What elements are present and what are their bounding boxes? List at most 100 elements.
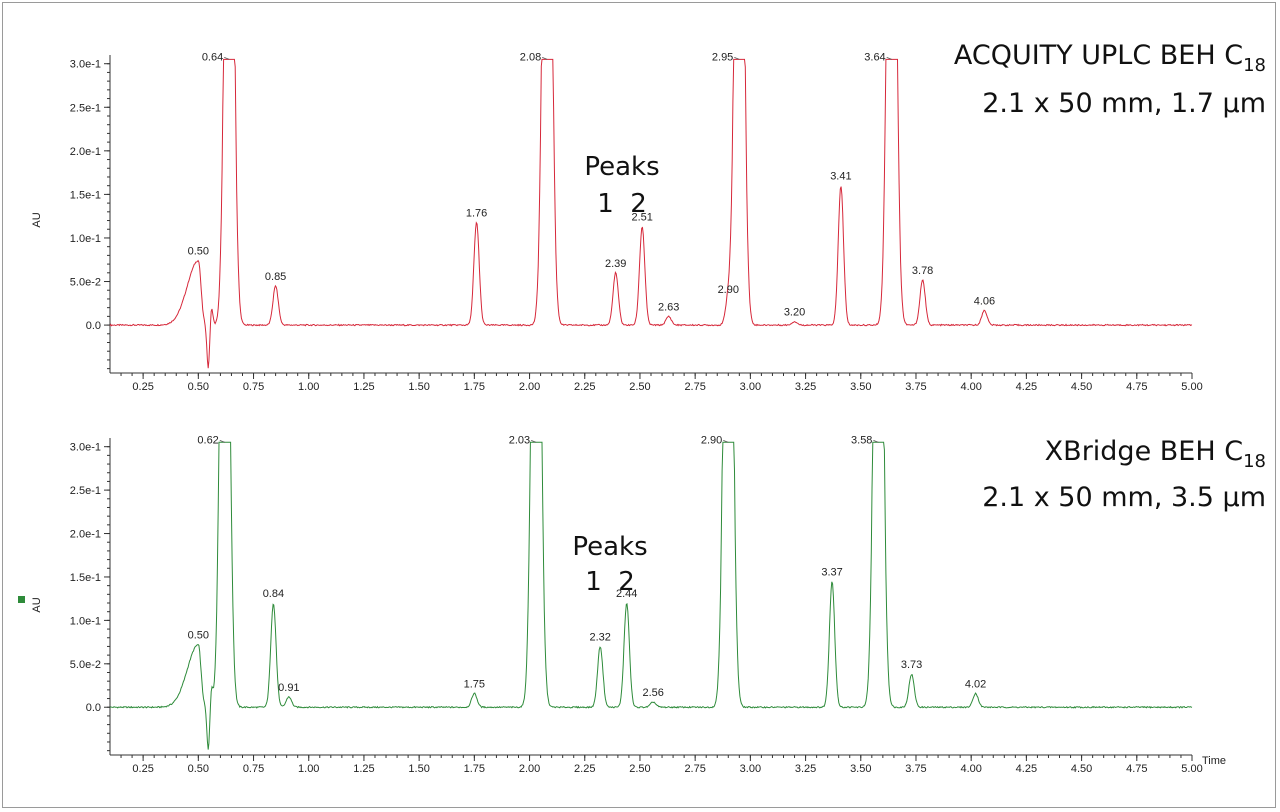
x-tick-label: 4.00 [960, 763, 981, 775]
x-tick-label: 1.00 [298, 763, 319, 775]
x-tick-label: 0.75 [243, 381, 264, 393]
peak-label: 2.03 [509, 434, 530, 446]
x-tick-label: 3.75 [905, 381, 926, 393]
peak-label: 2.95 [712, 51, 733, 63]
x-tick-label: 1.50 [408, 381, 429, 393]
annotation-peaks: Peaks [584, 152, 659, 182]
peak-label: 0.50 [188, 246, 209, 258]
y-tick-label: 2.0e-1 [70, 146, 101, 158]
x-tick-label: 4.50 [1071, 763, 1092, 775]
peak-label-leader [873, 439, 879, 443]
x-tick-label: 2.50 [629, 381, 650, 393]
peak-label: 1.76 [466, 207, 487, 219]
peak-label: 3.73 [901, 659, 922, 671]
peak-label: 2.63 [658, 301, 679, 313]
x-tick-label: 0.50 [188, 763, 209, 775]
peak-label: 0.85 [265, 271, 286, 283]
x-tick-label: 2.75 [684, 763, 705, 775]
peak-label-leader [886, 56, 892, 60]
x-tick-label: 3.50 [850, 381, 871, 393]
x-tick-label: 3.75 [905, 763, 926, 775]
x-tick-label: 1.75 [464, 763, 485, 775]
peak-label: 3.41 [830, 171, 851, 183]
peak-label: 0.64 [202, 51, 223, 63]
x-tick-label: 3.25 [795, 381, 816, 393]
x-tick-label: 3.25 [795, 763, 816, 775]
chart-title-main: XBridge BEH C [1045, 436, 1243, 467]
x-tick-label: 4.50 [1071, 381, 1092, 393]
chart-title-subscript: 18 [1243, 451, 1266, 472]
annotation-peak-numbers: 1 2 [597, 189, 647, 219]
peak-label: 2.08 [520, 51, 541, 63]
chart-title-main: ACQUITY UPLC BEH C [954, 40, 1243, 71]
peak-label: 3.58 [851, 434, 872, 446]
annotation-peaks: Peaks [572, 532, 647, 562]
y-axis-label: AU [31, 597, 43, 612]
x-tick-label: 4.75 [1126, 763, 1147, 775]
chromatogram-trace [109, 441, 1193, 750]
peak-label: 2.90 [718, 284, 739, 296]
x-tick-label: 1.75 [464, 381, 485, 393]
peak-label-leader [224, 56, 230, 60]
svg-text:ACQUITY UPLC BEH C18: ACQUITY UPLC BEH C18 [954, 40, 1266, 76]
y-tick-label: 1.5e-1 [70, 572, 101, 584]
x-tick-label: 4.75 [1126, 381, 1147, 393]
y-tick-label: 1.0e-1 [70, 615, 101, 627]
chart-subtitle: 2.1 x 50 mm, 1.7 µm [982, 88, 1266, 119]
peak-label: 3.37 [821, 566, 842, 578]
y-tick-label: 0.0 [86, 702, 101, 714]
peak-label-leader [734, 56, 740, 60]
peak-label: 2.32 [590, 631, 611, 643]
x-tick-label: 3.00 [740, 763, 761, 775]
peak-label-leader [723, 439, 729, 443]
peak-label: 0.62 [197, 434, 218, 446]
x-tick-label: 1.50 [408, 763, 429, 775]
x-tick-label: 3.00 [740, 381, 761, 393]
x-axis-label: Time [1202, 755, 1226, 767]
x-tick-label: 2.75 [684, 381, 705, 393]
chromatogram-trace [109, 58, 1193, 369]
y-tick-label: 3.0e-1 [70, 442, 101, 454]
y-tick-label: 2.5e-1 [70, 102, 101, 114]
chart-subtitle: 2.1 x 50 mm, 3.5 µm [982, 482, 1266, 513]
x-tick-label: 4.25 [1016, 763, 1037, 775]
x-tick-label: 2.00 [519, 763, 540, 775]
peak-label-leader [542, 56, 548, 60]
peak-label: 2.56 [642, 687, 663, 699]
x-tick-label: 0.75 [243, 763, 264, 775]
y-tick-label: 5.0e-2 [70, 277, 101, 289]
peak-label-leader [531, 439, 537, 443]
peak-label: 4.06 [974, 295, 995, 307]
peak-label: 2.90 [701, 434, 722, 446]
legend-swatch-icon [18, 596, 25, 603]
x-tick-label: 5.00 [1181, 763, 1202, 775]
y-tick-label: 1.0e-1 [70, 233, 101, 245]
x-tick-label: 2.00 [519, 381, 540, 393]
y-tick-label: 0.0 [86, 320, 101, 332]
x-tick-label: 2.25 [574, 381, 595, 393]
x-tick-label: 0.50 [188, 381, 209, 393]
chart-title: ACQUITY UPLC BEH C18 [954, 40, 1266, 76]
plot-area: 0.25 0.50 0.75 1.00 1.25 1.50 1.75 2.00 2.25 2.50… [70, 434, 1203, 775]
peak-label: 2.39 [605, 258, 626, 270]
x-tick-label: 3.50 [850, 763, 871, 775]
x-tick-label: 1.00 [298, 381, 319, 393]
y-tick-label: 2.0e-1 [70, 529, 101, 541]
x-tick-label: 1.25 [353, 381, 374, 393]
chart-panel-xbridge: XBridge BEH C18 2.1 x 50 mm, 3.5 µm Peak… [18, 434, 1266, 775]
y-tick-label: 5.0e-2 [70, 659, 101, 671]
plot-area: 0.25 0.50 0.75 1.00 1.25 1.50 1.75 2.00 2.25 2.50… [70, 51, 1203, 393]
x-tick-label: 0.25 [132, 763, 153, 775]
peak-label: 2.51 [631, 212, 652, 224]
y-tick-label: 2.5e-1 [70, 485, 101, 497]
chart-title: XBridge BEH C18 [1045, 436, 1266, 472]
x-tick-label: 5.00 [1181, 381, 1202, 393]
x-tick-label: 1.25 [353, 763, 374, 775]
x-tick-label: 2.50 [629, 763, 650, 775]
peak-label: 4.02 [965, 678, 986, 690]
x-tick-label: 4.00 [960, 381, 981, 393]
x-tick-label: 2.25 [574, 763, 595, 775]
y-axis-label: AU [31, 212, 43, 227]
